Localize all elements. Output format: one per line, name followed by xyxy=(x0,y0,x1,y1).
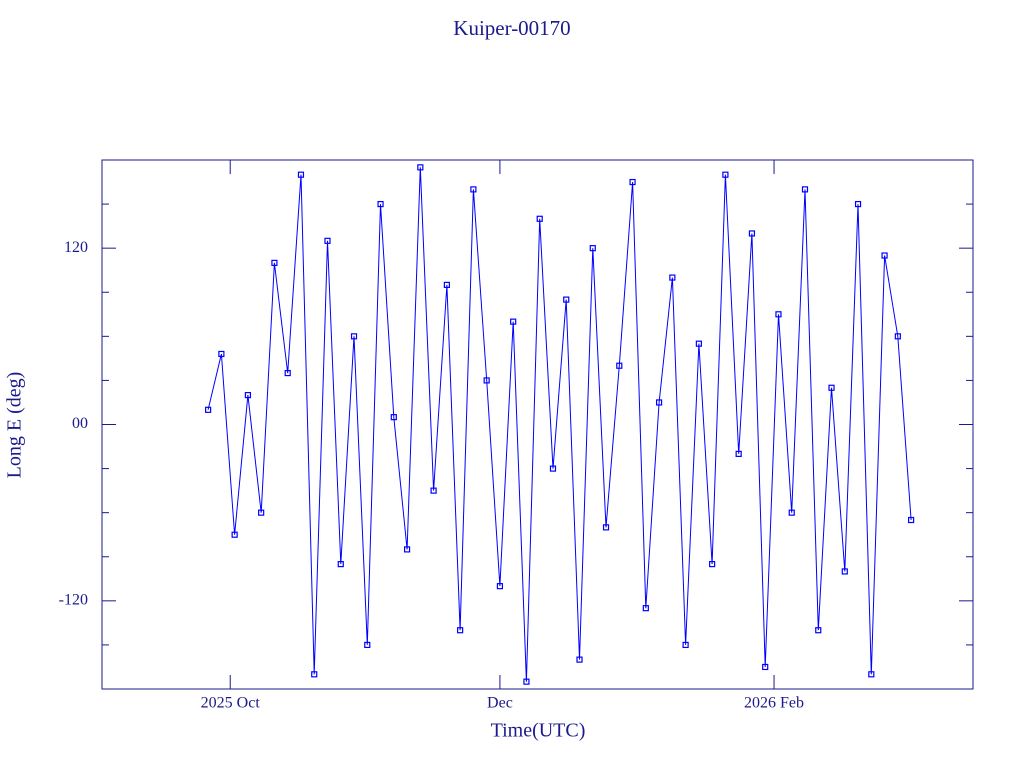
y-tick-label: -120 xyxy=(59,592,88,609)
data-point xyxy=(337,560,344,568)
data-point xyxy=(430,487,437,494)
data-point xyxy=(854,200,862,208)
data-point xyxy=(284,369,291,377)
data-point xyxy=(775,311,782,318)
data-point xyxy=(841,568,848,575)
data-point xyxy=(695,340,702,347)
data-point xyxy=(894,333,901,340)
data-point xyxy=(669,274,676,281)
data-point xyxy=(629,178,636,186)
x-tick-label: 2026 Feb xyxy=(744,695,804,712)
data-point xyxy=(589,245,596,252)
data-point xyxy=(350,333,358,340)
data-point xyxy=(523,678,530,685)
data-point xyxy=(709,560,716,568)
y-tick-label: 120 xyxy=(64,239,88,256)
data-point xyxy=(682,641,689,649)
x-axis-label: Time(UTC) xyxy=(491,720,586,742)
data-point xyxy=(324,237,331,244)
data-point xyxy=(417,164,424,171)
data-point xyxy=(828,384,835,391)
data-point xyxy=(218,350,225,358)
data-point xyxy=(616,362,623,369)
data-point xyxy=(801,186,809,193)
data-point xyxy=(496,583,504,590)
data-point xyxy=(576,656,583,663)
data-point xyxy=(642,605,649,612)
data-point xyxy=(377,200,384,208)
data-point xyxy=(722,171,729,178)
data-point xyxy=(881,252,888,259)
data-point xyxy=(483,377,490,384)
data-point xyxy=(908,516,915,524)
data-point xyxy=(602,524,610,531)
data-point xyxy=(457,627,464,634)
data-point xyxy=(244,392,252,399)
data-point xyxy=(549,465,557,472)
data-point xyxy=(271,259,278,266)
data-point xyxy=(868,671,875,678)
data-point xyxy=(364,641,371,649)
data-line xyxy=(207,167,912,682)
data-point xyxy=(258,509,265,516)
y-axis-label: Long E (deg) xyxy=(4,372,26,479)
data-point xyxy=(205,406,212,413)
data-point xyxy=(311,671,318,678)
plot-frame xyxy=(101,159,974,690)
x-tick-label: 2025 Oct xyxy=(201,695,261,712)
data-point xyxy=(470,186,477,193)
data-point xyxy=(748,230,756,237)
data-point xyxy=(297,171,305,178)
data-point xyxy=(403,546,411,553)
data-point xyxy=(443,281,450,289)
data-point xyxy=(788,509,795,516)
data-point xyxy=(762,663,769,671)
data-point xyxy=(815,627,822,634)
chart-title: Kuiper-00170 xyxy=(453,16,570,40)
data-point xyxy=(390,414,397,421)
data-point xyxy=(510,318,517,325)
data-point xyxy=(536,215,543,222)
data-point xyxy=(655,399,663,406)
y-tick-label: 00 xyxy=(72,415,88,432)
x-tick-label: Dec xyxy=(487,695,513,712)
data-point xyxy=(563,296,570,303)
data-point xyxy=(735,450,742,457)
data-point xyxy=(231,531,238,538)
